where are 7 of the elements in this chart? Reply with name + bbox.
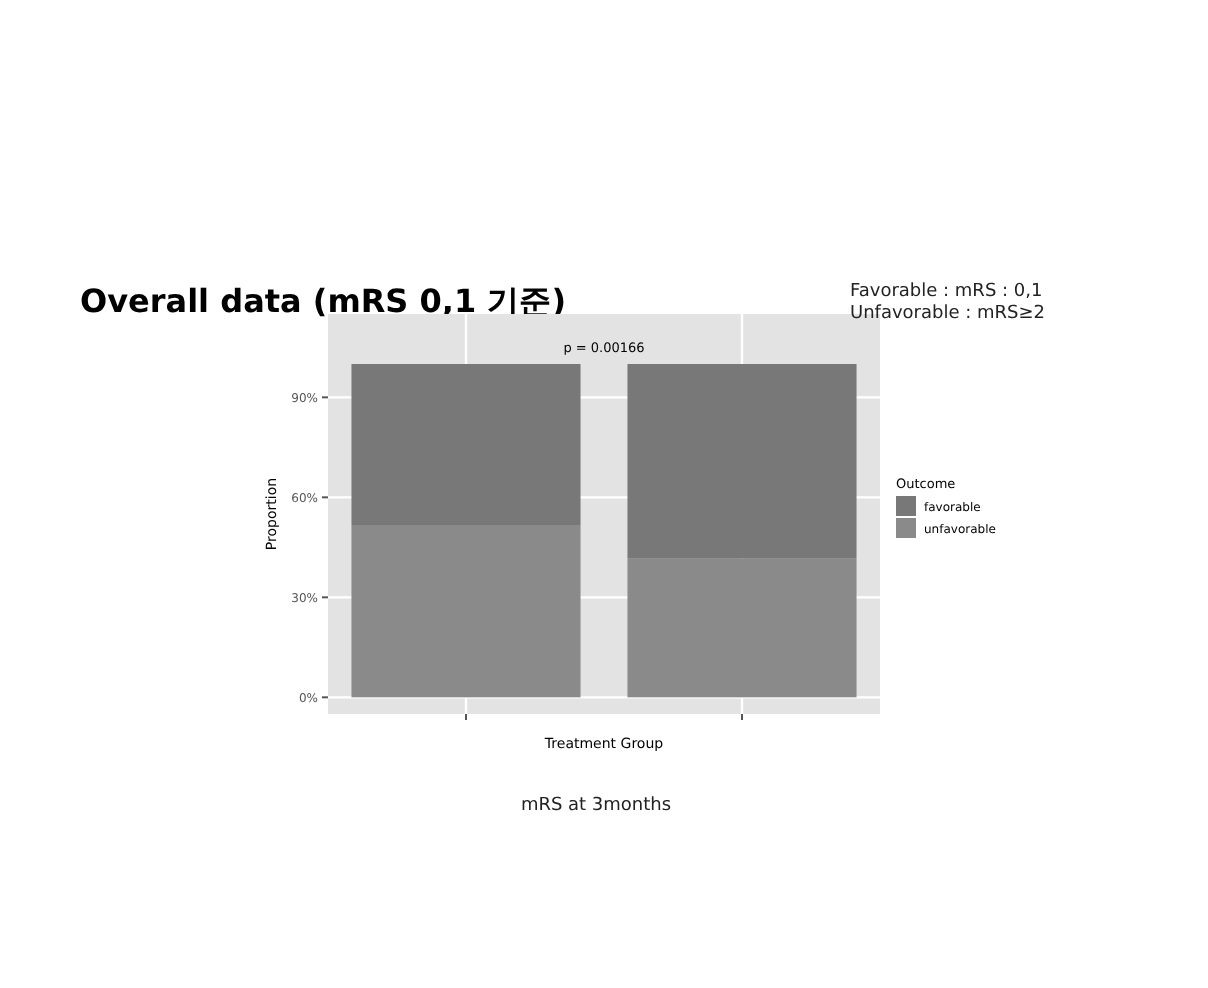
annotation: Unfavorable : mRS≥2 bbox=[850, 304, 1046, 324]
bar bbox=[627, 364, 857, 559]
text: Favorable : mRS : 0,1 bbox=[850, 282, 1043, 302]
bar bbox=[627, 558, 857, 698]
bar bbox=[351, 364, 581, 525]
bar bbox=[351, 525, 581, 698]
text: mRS at 3months bbox=[520, 796, 672, 816]
